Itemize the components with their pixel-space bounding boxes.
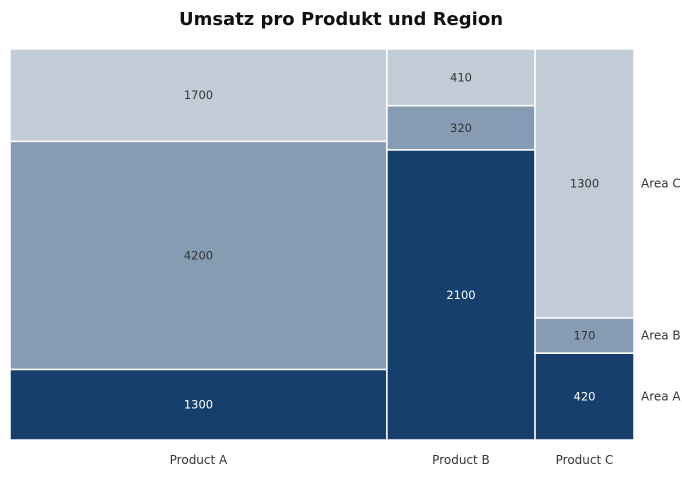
cell-labels: 1300 4200 1700 2100 320 410 420 170 1300 [184, 70, 599, 411]
cell-product-a-area-c [9, 48, 388, 143]
data-label-product-b-area-b: 320 [450, 121, 472, 135]
data-label-product-a-area-a: 1300 [184, 398, 213, 412]
x-tick-label-product-b: Product B [432, 453, 490, 467]
data-label-product-c-area-c: 1300 [570, 176, 599, 190]
mosaic-cells [9, 48, 635, 441]
data-label-product-c-area-a: 420 [574, 390, 596, 404]
cell-product-b-area-a [386, 149, 536, 441]
series-label-area-a: Area A [641, 390, 681, 404]
data-label-product-b-area-a: 2100 [446, 288, 475, 302]
cell-product-a-area-a [9, 368, 388, 441]
data-label-product-a-area-b: 4200 [184, 248, 213, 262]
cell-product-c-area-a [534, 352, 635, 441]
series-label-area-c: Area C [641, 176, 681, 190]
data-label-product-b-area-c: 410 [450, 70, 472, 84]
data-label-product-c-area-b: 170 [574, 329, 596, 343]
x-tick-label-product-a: Product A [170, 453, 228, 467]
x-tick-label-product-c: Product C [556, 453, 614, 467]
cell-product-a-area-b [9, 140, 388, 371]
cell-product-c-area-c [534, 48, 635, 319]
chart-title: Umsatz pro Produkt und Region [179, 9, 503, 30]
cell-product-b-area-c [386, 48, 536, 107]
series-labels: Area A Area B Area C [641, 176, 681, 403]
cell-product-b-area-b [386, 104, 536, 151]
data-label-product-a-area-c: 1700 [184, 88, 213, 102]
cell-product-c-area-b [534, 317, 635, 354]
x-axis-labels: Product A Product B Product C [170, 453, 614, 467]
series-label-area-b: Area B [641, 329, 681, 343]
